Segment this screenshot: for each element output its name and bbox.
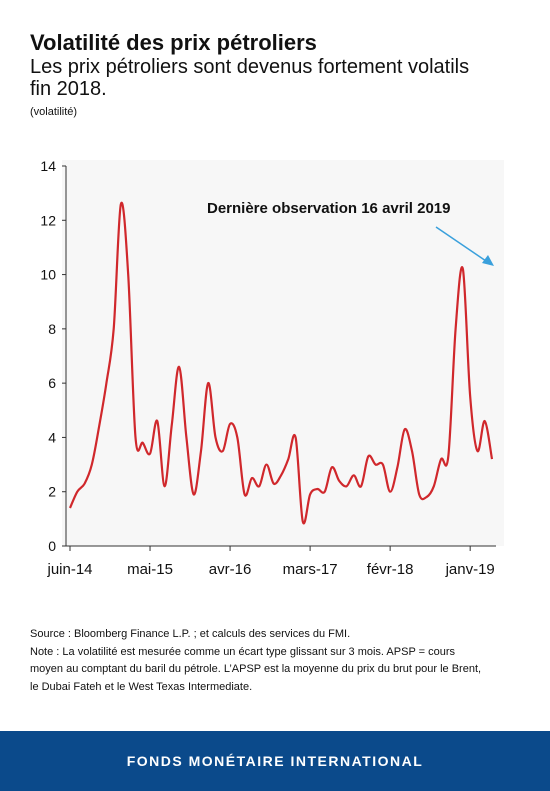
subtitle-line-1: Les prix pétroliers sont devenus forteme…: [30, 56, 470, 78]
x-tick-label: mai-15: [127, 561, 173, 578]
annotation-arrow-line: [435, 226, 487, 262]
footer-bar: FONDS MONÉTAIRE INTERNATIONAL: [0, 731, 550, 791]
unit-label: (volatilité): [30, 106, 78, 118]
plot-background: [62, 160, 504, 546]
y-tick-label: 10: [40, 267, 56, 283]
footer-label: FONDS MONÉTAIRE INTERNATIONAL: [126, 753, 424, 769]
chart-notes: Source : Bloomberg Finance L.P. ; et cal…: [30, 626, 530, 696]
chart-subtitle: Les prix pétroliers sont devenus forteme…: [30, 56, 530, 100]
series-line-volatility: [68, 201, 494, 525]
y-tick-label: 0: [48, 538, 56, 554]
note-line-2: moyen au comptant du baril du pétrole. L…: [30, 663, 482, 675]
y-tick-label: 8: [48, 321, 56, 337]
note-line-3: le Dubai Fateh et le West Texas Intermed…: [30, 680, 253, 693]
annotation-arrow-head: [482, 255, 494, 266]
y-tick-label: 12: [40, 212, 56, 228]
y-tick-label: 2: [48, 484, 56, 500]
line-chart: 0 2 4 6 8 10 12 14 juin-14 mai-15 avr-16 mars-17 fév…: [40, 158, 504, 578]
chart-title: Volatilité des prix pétroliers: [30, 30, 317, 55]
x-tick-label: janv-19: [445, 561, 495, 578]
y-tick-label: 14: [40, 158, 56, 174]
y-tick-label: 4: [48, 429, 56, 445]
x-tick-label: févr-18: [367, 561, 414, 578]
chart-header: Volatilité des prix pétroliers Les prix …: [30, 30, 530, 118]
source-note: Source : Bloomberg Finance L.P. ; et cal…: [30, 628, 351, 640]
x-tick-label: avr-16: [209, 561, 252, 578]
note-line-1: Note : La volatilité est mesurée comme u…: [30, 645, 456, 658]
x-tick-label: mars-17: [283, 561, 338, 578]
annotation-text: Dernière observation 16 avril 2019: [207, 200, 450, 217]
y-tick-label: 6: [48, 375, 56, 391]
subtitle-line-2: fin 2018.: [30, 78, 107, 100]
x-tick-label: juin-14: [46, 561, 92, 578]
